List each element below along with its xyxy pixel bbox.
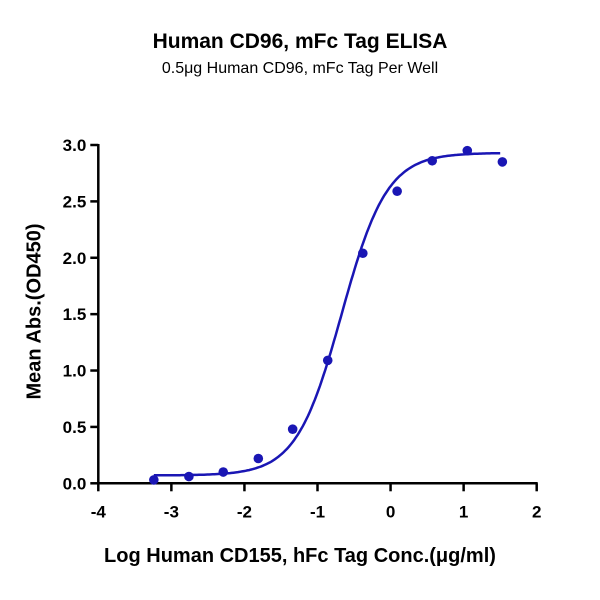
data-point xyxy=(392,186,402,197)
data-point xyxy=(149,475,159,485)
y-tick-label: 3.0 xyxy=(63,136,87,155)
chart-subtitle: 0.5μg Human CD96, mFc Tag Per Well xyxy=(161,60,439,77)
x-tick-label: -4 xyxy=(91,502,107,521)
y-tick-label: 0.0 xyxy=(63,474,87,493)
data-point xyxy=(358,248,368,259)
y-tick-label: 1.0 xyxy=(63,362,87,381)
x-tick-label: -1 xyxy=(310,502,325,521)
y-axis-label: Mean Abs.(OD450) xyxy=(23,223,46,400)
chart-title: Human CD96, mFc Tag ELISA xyxy=(152,30,448,53)
x-axis-label: Log Human CD155, hFc Tag Conc.(μg/ml) xyxy=(104,545,496,567)
y-tick-label: 2.5 xyxy=(63,192,87,211)
data-point xyxy=(184,471,194,482)
data-point xyxy=(287,424,298,434)
x-tick-label: 0 xyxy=(386,502,395,521)
data-point xyxy=(322,355,333,366)
data-point xyxy=(253,453,264,464)
y-tick-label: 2.0 xyxy=(63,249,87,268)
data-point xyxy=(462,145,473,156)
x-tick-label: -2 xyxy=(237,502,252,521)
data-point xyxy=(218,467,229,477)
data-point xyxy=(497,157,508,167)
x-tick-label: 1 xyxy=(459,502,468,521)
y-tick-label: 0.5 xyxy=(63,418,87,437)
y-tick-label: 1.5 xyxy=(63,305,87,324)
data-point xyxy=(427,155,438,166)
x-tick-label: -3 xyxy=(164,502,179,521)
fit-curve xyxy=(153,151,501,477)
x-tick-label: 2 xyxy=(532,502,541,521)
